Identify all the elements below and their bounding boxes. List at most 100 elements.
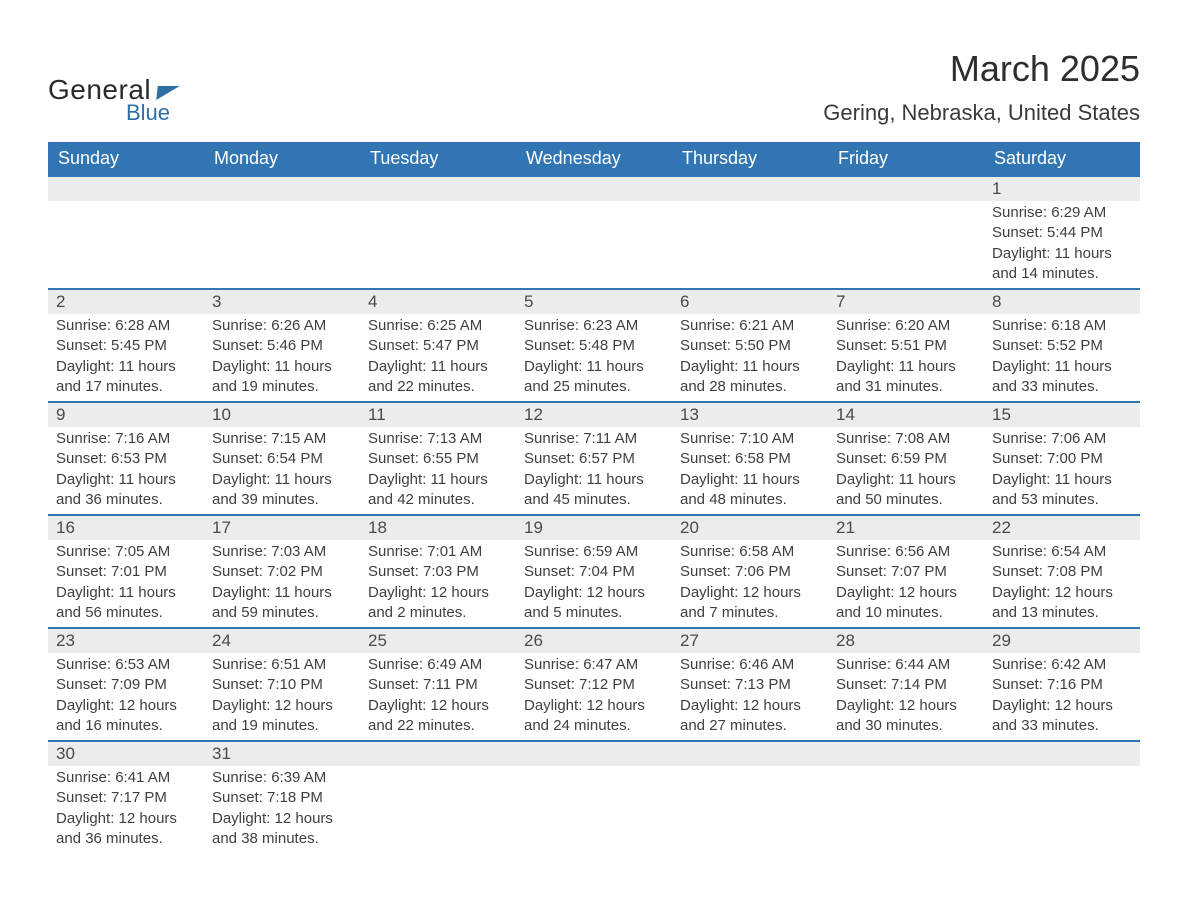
sunset-line: Sunset: 7:17 PM — [56, 788, 196, 808]
daylight-line: Daylight: 11 hours and 19 minutes. — [212, 357, 352, 398]
title-block: March 2025 Gering, Nebraska, United Stat… — [823, 48, 1140, 126]
sunset-line: Sunset: 7:18 PM — [212, 788, 352, 808]
sunrise-line: Sunrise: 6:56 AM — [836, 542, 976, 562]
day-number — [828, 177, 984, 201]
sunrise-line: Sunrise: 7:08 AM — [836, 429, 976, 449]
calendar-day-cell: 10Sunrise: 7:15 AMSunset: 6:54 PMDayligh… — [204, 402, 360, 515]
sunset-line: Sunset: 7:12 PM — [524, 675, 664, 695]
day-details — [516, 766, 672, 836]
location-subtitle: Gering, Nebraska, United States — [823, 100, 1140, 126]
sunset-line: Sunset: 5:47 PM — [368, 336, 508, 356]
daylight-line: Daylight: 12 hours and 38 minutes. — [212, 809, 352, 850]
daylight-line: Daylight: 11 hours and 39 minutes. — [212, 470, 352, 511]
day-number: 10 — [204, 403, 360, 427]
calendar-day-cell: 18Sunrise: 7:01 AMSunset: 7:03 PMDayligh… — [360, 515, 516, 628]
daylight-line: Daylight: 12 hours and 13 minutes. — [992, 583, 1132, 624]
day-number: 17 — [204, 516, 360, 540]
day-number: 24 — [204, 629, 360, 653]
sunset-line: Sunset: 6:57 PM — [524, 449, 664, 469]
calendar-day-cell — [828, 741, 984, 853]
day-details — [828, 766, 984, 836]
sunset-line: Sunset: 5:48 PM — [524, 336, 664, 356]
calendar-day-cell — [516, 176, 672, 289]
calendar-day-cell: 9Sunrise: 7:16 AMSunset: 6:53 PMDaylight… — [48, 402, 204, 515]
calendar-day-cell: 6Sunrise: 6:21 AMSunset: 5:50 PMDaylight… — [672, 289, 828, 402]
day-number: 30 — [48, 742, 204, 766]
sunrise-line: Sunrise: 6:26 AM — [212, 316, 352, 336]
calendar-table: SundayMondayTuesdayWednesdayThursdayFrid… — [48, 142, 1140, 853]
sunset-line: Sunset: 6:58 PM — [680, 449, 820, 469]
calendar-week-row: 16Sunrise: 7:05 AMSunset: 7:01 PMDayligh… — [48, 515, 1140, 628]
sunrise-line: Sunrise: 6:21 AM — [680, 316, 820, 336]
weekday-header: Wednesday — [516, 142, 672, 176]
sunset-line: Sunset: 5:45 PM — [56, 336, 196, 356]
sunrise-line: Sunrise: 7:03 AM — [212, 542, 352, 562]
sunrise-line: Sunrise: 6:46 AM — [680, 655, 820, 675]
sunset-line: Sunset: 7:01 PM — [56, 562, 196, 582]
day-details: Sunrise: 6:41 AMSunset: 7:17 PMDaylight:… — [48, 766, 204, 853]
sunrise-line: Sunrise: 6:59 AM — [524, 542, 664, 562]
calendar-day-cell: 17Sunrise: 7:03 AMSunset: 7:02 PMDayligh… — [204, 515, 360, 628]
day-details: Sunrise: 6:51 AMSunset: 7:10 PMDaylight:… — [204, 653, 360, 740]
day-number: 5 — [516, 290, 672, 314]
day-number: 3 — [204, 290, 360, 314]
daylight-line: Daylight: 11 hours and 50 minutes. — [836, 470, 976, 511]
sunset-line: Sunset: 5:52 PM — [992, 336, 1132, 356]
day-number: 19 — [516, 516, 672, 540]
day-details: Sunrise: 6:29 AMSunset: 5:44 PMDaylight:… — [984, 201, 1140, 288]
day-number — [360, 177, 516, 201]
calendar-day-cell: 22Sunrise: 6:54 AMSunset: 7:08 PMDayligh… — [984, 515, 1140, 628]
day-details — [672, 201, 828, 271]
calendar-day-cell — [828, 176, 984, 289]
calendar-day-cell: 20Sunrise: 6:58 AMSunset: 7:06 PMDayligh… — [672, 515, 828, 628]
sunrise-line: Sunrise: 6:28 AM — [56, 316, 196, 336]
daylight-line: Daylight: 11 hours and 31 minutes. — [836, 357, 976, 398]
calendar-day-cell — [672, 741, 828, 853]
daylight-line: Daylight: 12 hours and 7 minutes. — [680, 583, 820, 624]
logo: General Blue — [48, 74, 179, 126]
day-number: 21 — [828, 516, 984, 540]
sunrise-line: Sunrise: 6:39 AM — [212, 768, 352, 788]
month-title: March 2025 — [823, 48, 1140, 90]
day-details: Sunrise: 6:20 AMSunset: 5:51 PMDaylight:… — [828, 314, 984, 401]
day-details: Sunrise: 6:49 AMSunset: 7:11 PMDaylight:… — [360, 653, 516, 740]
day-number: 27 — [672, 629, 828, 653]
sunset-line: Sunset: 7:08 PM — [992, 562, 1132, 582]
sunrise-line: Sunrise: 6:54 AM — [992, 542, 1132, 562]
day-number: 29 — [984, 629, 1140, 653]
sunrise-line: Sunrise: 6:18 AM — [992, 316, 1132, 336]
sunset-line: Sunset: 7:11 PM — [368, 675, 508, 695]
day-details: Sunrise: 6:47 AMSunset: 7:12 PMDaylight:… — [516, 653, 672, 740]
daylight-line: Daylight: 12 hours and 19 minutes. — [212, 696, 352, 737]
daylight-line: Daylight: 11 hours and 53 minutes. — [992, 470, 1132, 511]
sunset-line: Sunset: 7:16 PM — [992, 675, 1132, 695]
sunrise-line: Sunrise: 6:47 AM — [524, 655, 664, 675]
sunrise-line: Sunrise: 7:16 AM — [56, 429, 196, 449]
sunset-line: Sunset: 7:09 PM — [56, 675, 196, 695]
day-details: Sunrise: 6:53 AMSunset: 7:09 PMDaylight:… — [48, 653, 204, 740]
sunrise-line: Sunrise: 6:20 AM — [836, 316, 976, 336]
calendar-day-cell: 11Sunrise: 7:13 AMSunset: 6:55 PMDayligh… — [360, 402, 516, 515]
day-number: 25 — [360, 629, 516, 653]
weekday-header: Friday — [828, 142, 984, 176]
sunset-line: Sunset: 7:03 PM — [368, 562, 508, 582]
daylight-line: Daylight: 12 hours and 16 minutes. — [56, 696, 196, 737]
sunset-line: Sunset: 7:07 PM — [836, 562, 976, 582]
day-number: 8 — [984, 290, 1140, 314]
sunrise-line: Sunrise: 6:25 AM — [368, 316, 508, 336]
day-number — [48, 177, 204, 201]
daylight-line: Daylight: 11 hours and 25 minutes. — [524, 357, 664, 398]
sunset-line: Sunset: 6:59 PM — [836, 449, 976, 469]
day-number: 23 — [48, 629, 204, 653]
day-details: Sunrise: 7:05 AMSunset: 7:01 PMDaylight:… — [48, 540, 204, 627]
calendar-week-row: 9Sunrise: 7:16 AMSunset: 6:53 PMDaylight… — [48, 402, 1140, 515]
day-details: Sunrise: 6:25 AMSunset: 5:47 PMDaylight:… — [360, 314, 516, 401]
calendar-day-cell: 14Sunrise: 7:08 AMSunset: 6:59 PMDayligh… — [828, 402, 984, 515]
sunset-line: Sunset: 5:51 PM — [836, 336, 976, 356]
calendar-day-cell: 26Sunrise: 6:47 AMSunset: 7:12 PMDayligh… — [516, 628, 672, 741]
day-number: 28 — [828, 629, 984, 653]
sunrise-line: Sunrise: 7:11 AM — [524, 429, 664, 449]
day-number: 4 — [360, 290, 516, 314]
sunrise-line: Sunrise: 7:01 AM — [368, 542, 508, 562]
sunset-line: Sunset: 5:46 PM — [212, 336, 352, 356]
